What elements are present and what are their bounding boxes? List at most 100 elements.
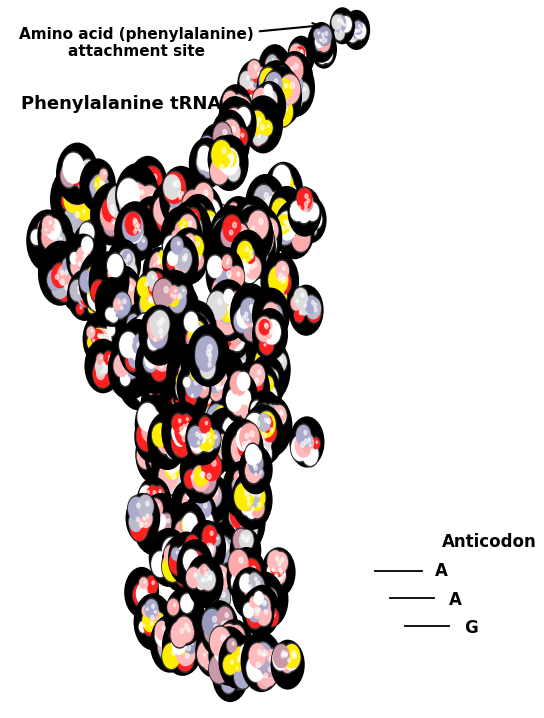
Circle shape [174, 332, 189, 354]
Circle shape [151, 297, 168, 323]
Circle shape [140, 402, 178, 458]
Circle shape [212, 498, 215, 502]
Circle shape [139, 622, 146, 632]
Circle shape [220, 671, 237, 695]
Circle shape [224, 204, 242, 230]
Circle shape [184, 339, 187, 344]
Circle shape [228, 142, 231, 146]
Circle shape [283, 77, 298, 98]
Circle shape [253, 587, 264, 604]
Circle shape [115, 163, 159, 227]
Circle shape [249, 211, 268, 239]
Circle shape [279, 76, 281, 79]
Circle shape [223, 406, 239, 428]
Circle shape [236, 359, 244, 371]
Circle shape [201, 434, 222, 465]
Circle shape [129, 359, 143, 378]
Circle shape [75, 302, 85, 316]
Circle shape [123, 370, 141, 397]
Circle shape [163, 296, 184, 326]
Circle shape [340, 30, 342, 33]
Circle shape [246, 540, 248, 542]
Circle shape [255, 577, 257, 581]
Circle shape [259, 220, 271, 238]
Circle shape [263, 320, 265, 322]
Circle shape [207, 143, 219, 162]
Circle shape [228, 430, 242, 450]
Circle shape [209, 155, 213, 160]
Circle shape [322, 47, 332, 62]
Circle shape [131, 307, 147, 331]
Circle shape [240, 236, 244, 241]
Circle shape [261, 93, 277, 117]
Circle shape [232, 570, 248, 594]
Circle shape [110, 313, 114, 319]
Circle shape [269, 192, 284, 214]
Circle shape [299, 71, 310, 87]
Circle shape [361, 27, 363, 30]
Circle shape [221, 660, 236, 681]
Circle shape [103, 290, 123, 320]
Circle shape [144, 335, 164, 363]
Circle shape [164, 630, 167, 635]
Circle shape [99, 286, 102, 291]
Circle shape [87, 301, 97, 314]
Circle shape [270, 75, 281, 91]
Circle shape [143, 615, 158, 638]
Circle shape [261, 68, 278, 93]
Circle shape [218, 297, 238, 326]
Circle shape [184, 434, 186, 436]
Circle shape [77, 261, 97, 289]
Circle shape [246, 238, 251, 244]
Circle shape [92, 180, 107, 200]
Circle shape [81, 279, 82, 282]
Circle shape [74, 161, 79, 167]
Circle shape [190, 220, 195, 226]
Circle shape [233, 251, 251, 277]
Circle shape [143, 223, 153, 238]
Circle shape [164, 447, 168, 453]
Circle shape [224, 376, 234, 392]
Circle shape [189, 138, 224, 190]
Circle shape [263, 83, 274, 99]
Circle shape [154, 443, 168, 462]
Circle shape [94, 360, 112, 387]
Circle shape [273, 550, 289, 574]
Circle shape [134, 230, 137, 233]
Circle shape [236, 213, 254, 238]
Circle shape [239, 378, 243, 383]
Circle shape [138, 495, 153, 518]
Circle shape [77, 275, 93, 298]
Circle shape [251, 129, 264, 148]
Circle shape [243, 227, 246, 230]
Circle shape [206, 254, 224, 280]
Circle shape [203, 505, 206, 508]
Circle shape [202, 464, 206, 469]
Circle shape [225, 206, 240, 228]
Circle shape [232, 238, 236, 244]
Circle shape [284, 197, 287, 202]
Circle shape [218, 376, 240, 408]
Circle shape [78, 251, 90, 269]
Circle shape [198, 641, 215, 667]
Circle shape [242, 228, 244, 232]
Circle shape [85, 262, 96, 279]
Circle shape [247, 451, 264, 476]
Circle shape [162, 449, 164, 452]
Circle shape [242, 298, 258, 322]
Circle shape [127, 351, 139, 368]
Circle shape [251, 225, 269, 251]
Circle shape [272, 587, 275, 592]
Circle shape [75, 277, 77, 280]
Circle shape [239, 443, 252, 462]
Circle shape [243, 572, 285, 631]
Circle shape [167, 444, 176, 458]
Circle shape [177, 327, 181, 331]
Circle shape [144, 352, 157, 372]
Circle shape [327, 49, 329, 52]
Circle shape [222, 120, 240, 146]
Circle shape [194, 406, 214, 435]
Circle shape [238, 434, 255, 459]
Circle shape [277, 207, 294, 230]
Circle shape [230, 384, 234, 391]
